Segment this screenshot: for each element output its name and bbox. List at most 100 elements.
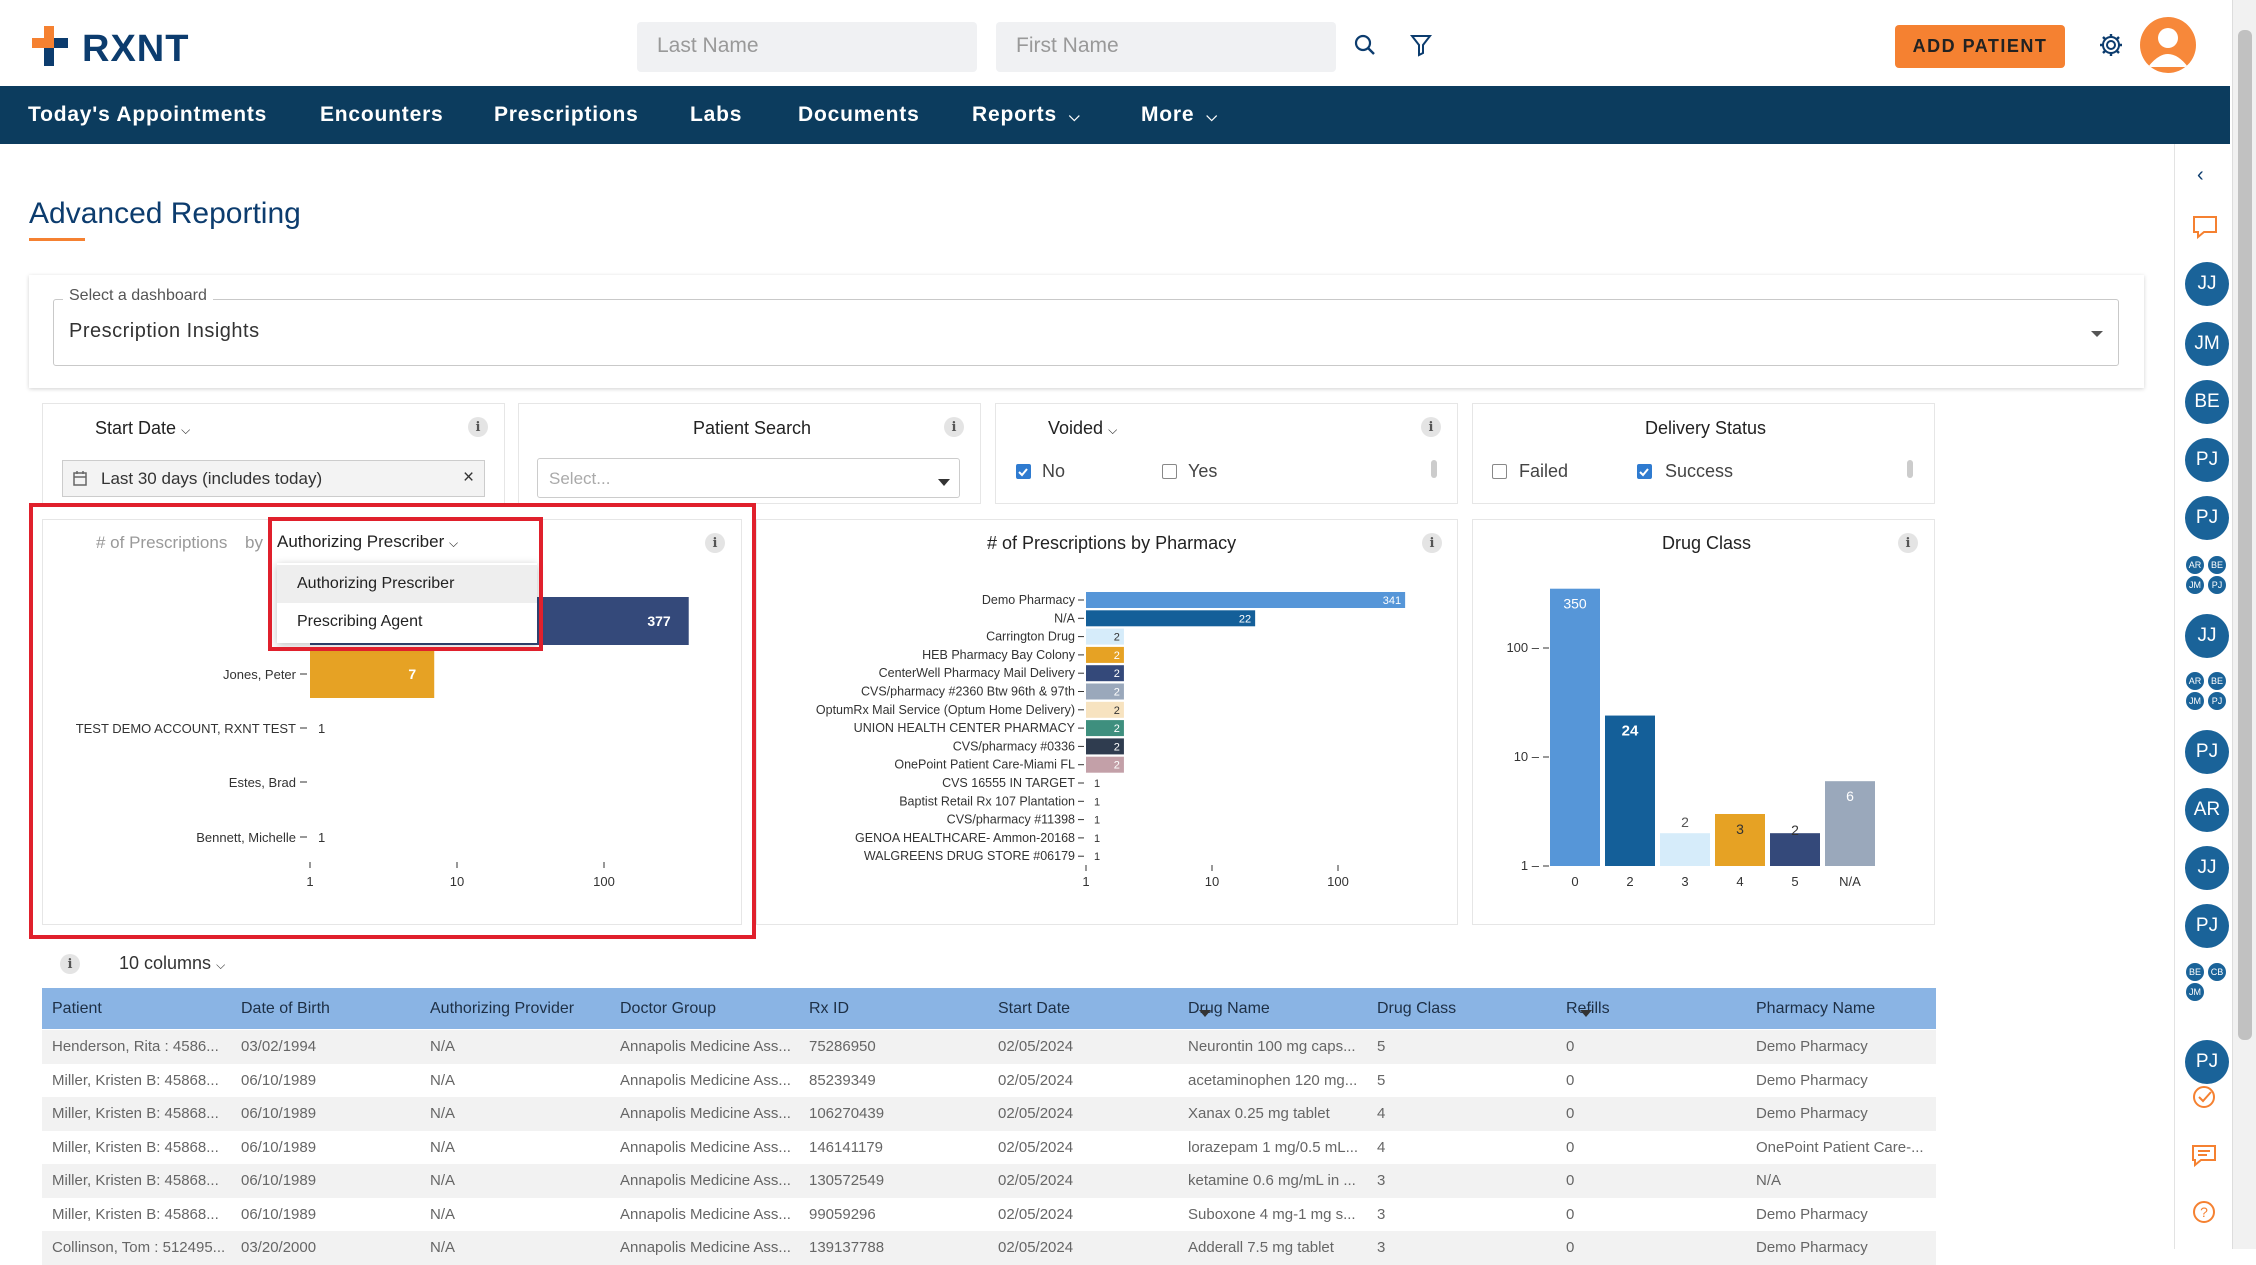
table-row[interactable]: Miller, Kristen B: 45868... 06/10/1989 N/A… [42, 1097, 1936, 1131]
voided-title[interactable]: Voided ⌵ [1048, 418, 1117, 439]
sort-arrow-icon[interactable] [1580, 1005, 1592, 1023]
patient-search-select[interactable]: Select... [537, 458, 960, 498]
bar[interactable] [1825, 781, 1875, 866]
sort-arrow-icon[interactable] [1199, 1005, 1211, 1023]
table-row[interactable]: Miller, Kristen B: 45868... 06/10/1989 N/A… [42, 1063, 1936, 1098]
help-icon[interactable]: ? [2191, 1199, 2217, 1230]
table-row[interactable]: Collinson, Tom : 512495... 03/20/2000 N/A A… [42, 1231, 1936, 1265]
rail-mini-avatar[interactable]: BE [2185, 962, 2205, 982]
column-header[interactable]: Rx ID [809, 1000, 849, 1017]
rail-mini-avatar[interactable]: JM [2185, 575, 2205, 595]
bar[interactable] [1086, 665, 1124, 682]
gear-icon[interactable] [2095, 29, 2127, 61]
rail-mini-avatar[interactable]: CB [2207, 962, 2227, 982]
column-header[interactable]: Drug Class [1377, 1000, 1457, 1017]
bar[interactable] [310, 650, 435, 698]
chevron-left-icon[interactable]: ‹ [2197, 164, 2204, 186]
info-icon[interactable]: i [60, 954, 80, 974]
rail-mini-avatar[interactable]: PJ [2207, 575, 2227, 595]
menu-item-prescribing-agent[interactable]: Prescribing Agent [297, 613, 423, 630]
info-icon[interactable]: i [1421, 417, 1441, 437]
rail-avatar[interactable]: PJ [2185, 730, 2229, 774]
nav-reports[interactable]: Reports ⌵ [972, 86, 1080, 144]
rail-mini-avatar[interactable]: BE [2207, 555, 2227, 575]
user-avatar[interactable] [2140, 17, 2196, 73]
bar[interactable] [1550, 588, 1600, 866]
bar[interactable] [1086, 628, 1124, 645]
rail-mini-avatar[interactable]: AR [2185, 555, 2205, 575]
scrollbar[interactable] [1907, 460, 1913, 478]
rail-avatar[interactable]: AR [2185, 788, 2229, 832]
column-header[interactable]: Date of Birth [241, 1000, 330, 1017]
voided-yes-checkbox[interactable] [1162, 464, 1177, 479]
info-icon[interactable]: i [1422, 533, 1442, 553]
nav-todays-appointments[interactable]: Today's Appointments [28, 103, 268, 126]
dropdown-arrow-icon[interactable] [2090, 326, 2104, 344]
column-header[interactable]: Authorizing Provider [430, 1000, 575, 1017]
rail-mini-avatar[interactable]: JM [2185, 982, 2205, 1002]
column-header[interactable]: Pharmacy Name [1756, 1000, 1876, 1017]
info-icon[interactable]: i [705, 533, 725, 553]
start-date-input[interactable]: Last 30 days (includes today) × [62, 460, 485, 497]
filter-icon[interactable] [1406, 30, 1436, 60]
nav-encounters[interactable]: Encounters [320, 103, 444, 126]
success-checkbox[interactable] [1637, 464, 1652, 479]
info-icon[interactable]: i [1898, 533, 1918, 553]
bar[interactable] [1715, 813, 1765, 866]
bar[interactable] [1086, 756, 1124, 773]
page-scrollbar[interactable] [2232, 0, 2256, 1249]
task-check-icon[interactable] [2191, 1084, 2217, 1115]
bar[interactable] [1086, 610, 1256, 627]
nav-documents[interactable]: Documents [798, 103, 920, 126]
bar[interactable] [1086, 646, 1124, 663]
bar[interactable] [1770, 833, 1820, 866]
column-header[interactable]: Start Date [998, 1000, 1071, 1017]
failed-checkbox[interactable] [1492, 464, 1507, 479]
search-icon[interactable] [1350, 30, 1380, 60]
table-row[interactable]: Miller, Kristen B: 45868... 06/10/1989 N/A… [42, 1130, 1936, 1165]
bar[interactable] [1086, 701, 1124, 718]
table-row[interactable]: Miller, Kristen B: 45868... 06/10/1989 N/A… [42, 1164, 1936, 1198]
bar[interactable] [1086, 720, 1124, 737]
message-icon[interactable] [2191, 1144, 2217, 1173]
first-name-input[interactable]: First Name [996, 22, 1336, 72]
column-header[interactable]: Doctor Group [620, 1000, 717, 1017]
info-icon[interactable]: i [944, 417, 964, 437]
add-patient-button[interactable]: ADD PATIENT [1895, 25, 2065, 68]
nav-prescriptions[interactable]: Prescriptions [494, 103, 639, 126]
rxnt-logo-icon[interactable] [30, 24, 74, 68]
rail-avatar[interactable]: JJ [2185, 614, 2229, 658]
rail-mini-avatar[interactable]: AR [2185, 671, 2205, 691]
rail-avatar[interactable]: JJ [2185, 262, 2229, 306]
voided-no-checkbox[interactable] [1016, 464, 1031, 479]
columns-button[interactable]: 10 columns ⌵ [119, 953, 225, 974]
rail-avatar[interactable]: JJ [2185, 846, 2229, 890]
group-by-dropdown[interactable]: Authorizing Prescriber ⌵ [277, 532, 458, 552]
rail-avatar[interactable]: PJ [2185, 1040, 2229, 1084]
nav-labs[interactable]: Labs [690, 103, 743, 126]
scrollbar-thumb[interactable] [2238, 30, 2252, 1040]
menu-item-authorizing-prescriber[interactable]: Authorizing Prescriber [277, 565, 537, 603]
clear-date-icon[interactable]: × [463, 467, 475, 488]
rail-avatar[interactable]: PJ [2185, 438, 2229, 482]
column-header[interactable]: Refills [1566, 1000, 1610, 1017]
rail-avatar[interactable]: BE [2185, 380, 2229, 424]
scrollbar[interactable] [1431, 460, 1437, 478]
rail-avatar[interactable]: PJ [2185, 496, 2229, 540]
rail-mini-avatar[interactable]: PJ [2207, 691, 2227, 711]
bar[interactable] [1605, 715, 1655, 866]
rail-avatar[interactable]: JM [2185, 322, 2229, 366]
nav-more[interactable]: More ⌵ [1141, 86, 1218, 144]
info-icon[interactable]: i [468, 417, 488, 437]
bar[interactable] [1086, 738, 1124, 755]
dashboard-select[interactable] [53, 299, 2119, 366]
bar[interactable] [1660, 833, 1710, 866]
table-row[interactable]: Henderson, Rita : 4586... 03/02/1994 N/A An… [42, 1030, 1936, 1064]
bar[interactable] [1086, 592, 1406, 608]
last-name-input[interactable]: Last Name [637, 22, 977, 72]
rail-mini-avatar[interactable]: JM [2185, 691, 2205, 711]
rail-mini-avatar[interactable]: BE [2207, 671, 2227, 691]
table-row[interactable]: Miller, Kristen B: 45868... 06/10/1989 N/A… [42, 1197, 1936, 1232]
chat-icon[interactable] [2191, 214, 2219, 245]
bar[interactable] [1086, 683, 1124, 700]
